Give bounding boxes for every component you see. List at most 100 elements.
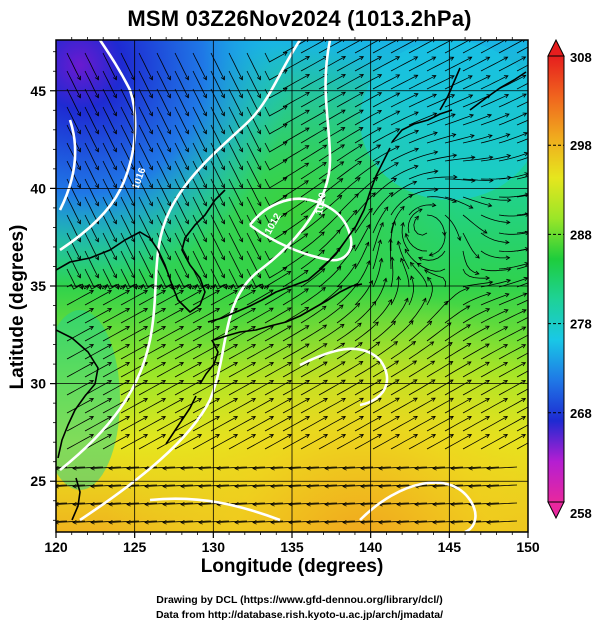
streamline-arrowhead [286,325,292,330]
isobar-line [59,40,137,252]
streamline [282,197,309,216]
streamline-arrowhead [360,502,365,507]
streamline-arrowhead [482,229,488,234]
streamline [408,189,438,198]
streamline [354,192,376,216]
streamline-arrowhead [450,466,455,471]
streamline-arrowhead [287,398,293,403]
streamline [372,177,397,198]
streamline-arrowhead [233,326,239,331]
streamline-arrowhead [89,326,95,331]
streamline [102,106,117,134]
streamline-arrowhead [387,298,393,304]
streamline [372,258,383,288]
streamline-arrowhead [321,179,327,184]
streamline-arrowhead [391,320,396,326]
streamline [246,52,261,80]
streamline [408,341,434,360]
streamline-arrowhead [485,325,490,330]
streamline [282,416,310,432]
streamline-arrowhead [486,292,492,297]
streamline-arrowhead [377,415,382,421]
streamline [228,124,243,152]
streamline [228,70,243,98]
streamline [120,232,135,260]
streamline-arrowhead [413,93,419,98]
streamline-arrowhead [395,92,401,97]
streamline-arrowhead [423,269,429,274]
streamline-arrowhead [269,434,275,439]
streamline-arrowhead [359,74,365,79]
streamline-arrowhead [521,344,527,349]
streamline-arrowhead [453,174,458,180]
streamline-arrowhead [288,520,293,525]
streamline-arrowhead [541,276,545,280]
streamline-arrowhead [391,220,396,226]
streamline [408,416,436,432]
streamline [516,175,528,180]
x-tick-label-140: 140 [359,539,383,555]
streamline [378,466,410,469]
streamline-arrowhead [94,165,99,171]
streamline [498,213,528,217]
streamline-arrowhead [220,129,225,135]
streamline [102,142,117,170]
streamline-arrowhead [180,502,185,507]
streamline-arrowhead [360,484,365,489]
streamline-arrowhead [433,150,439,155]
streamline-arrowhead [112,273,117,279]
streamline [396,466,428,469]
streamline-arrowhead [422,297,427,303]
y-tick-label-30: 30 [30,376,46,392]
streamline-arrowhead [238,129,243,135]
streamline-arrowhead [396,275,401,281]
streamline-arrowhead [404,248,409,254]
streamline [462,196,492,207]
streamline [156,283,180,290]
streamline [516,46,528,54]
coastline-segment [391,109,453,143]
streamline [444,287,470,306]
streamline-arrowhead [400,205,405,211]
streamline [246,70,261,98]
streamline [354,280,373,306]
streamline [138,70,153,98]
streamline-arrowhead [215,434,221,439]
streamline [432,466,464,469]
streamline [372,40,398,54]
streamline [282,162,309,180]
streamline-arrowhead [449,56,455,61]
streamline [378,502,410,505]
streamline-arrowhead [366,224,371,229]
streamline-arrowhead [256,129,262,135]
streamline-arrowhead [238,183,244,189]
streamline [282,251,308,270]
streamline-arrowhead [148,183,153,189]
streamline [234,484,266,487]
streamline [462,75,491,90]
streamline [90,520,122,523]
coastline-segment [56,329,99,459]
streamline [462,135,493,144]
streamline-arrowhead [377,92,383,97]
streamline-arrowhead [304,127,310,132]
streamline-arrowhead [352,263,357,268]
streamline-arrowhead [112,237,117,243]
streamline-arrowhead [542,189,546,193]
streamline-arrowhead [126,520,131,525]
streamline-arrowhead [233,434,239,439]
streamline-arrowhead [396,240,402,246]
streamline [162,520,194,523]
streamline [318,195,342,216]
streamline-arrowhead [468,40,472,43]
streamline-arrowhead [431,56,437,61]
streamline-arrowhead [394,360,400,365]
streamline-arrowhead [148,147,153,153]
streamline-arrowhead [359,397,364,402]
streamline [66,88,81,116]
streamline-arrowhead [368,207,373,213]
streamline-arrowhead [94,111,99,117]
streamline-arrowhead [413,164,419,170]
streamline [318,323,345,342]
streamline-arrowhead [395,145,400,150]
